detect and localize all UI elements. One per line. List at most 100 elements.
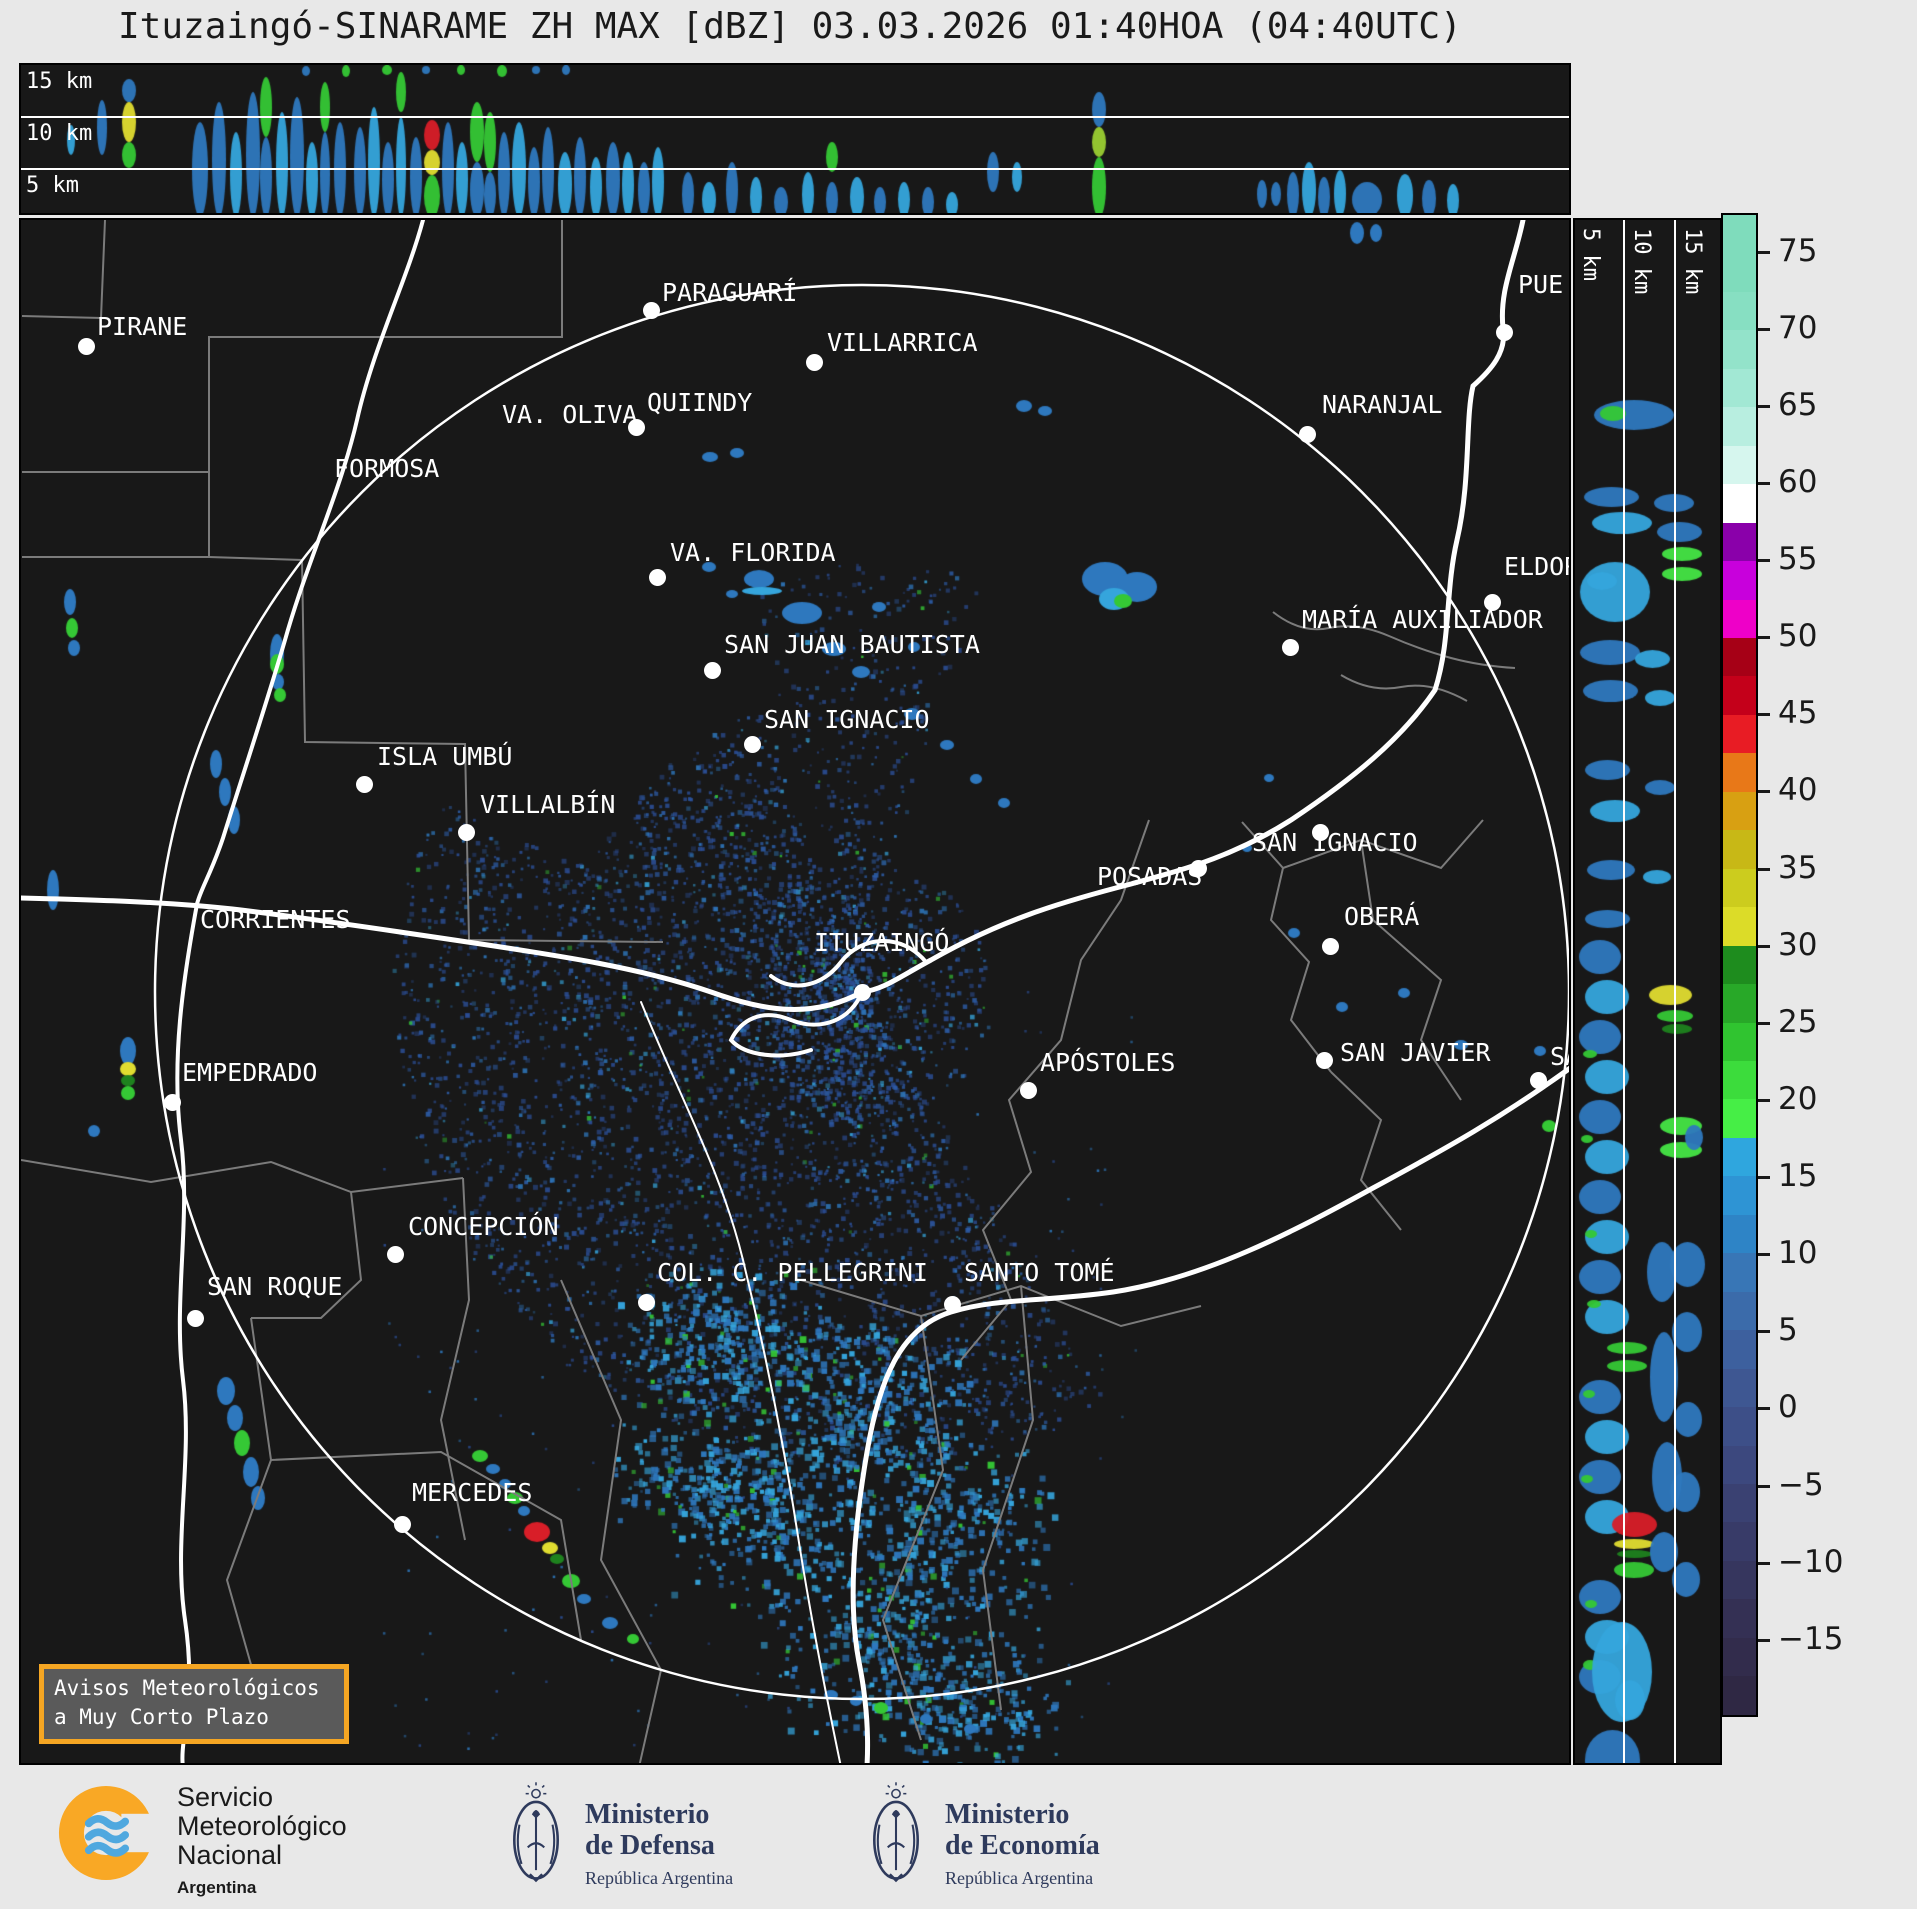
city-label: FORMOSA [334, 454, 440, 483]
city-label: NARANJAL [1322, 390, 1443, 419]
colorbar-tick [1758, 1021, 1770, 1025]
colorbar-band [1723, 1522, 1756, 1561]
colorbar-tick [1758, 1098, 1770, 1102]
smn-wordmark: Servicio Meteorológico Nacional Argentin… [177, 1783, 347, 1902]
colorbar-band [1723, 1445, 1756, 1484]
city-label: SAN IGNACIO [764, 705, 930, 734]
right-cross-section-echoes [1575, 220, 1720, 1763]
colorbar-tick-label: 20 [1778, 1080, 1818, 1117]
colorbar-band [1723, 1060, 1756, 1100]
colorbar-tick-label: 55 [1778, 541, 1818, 578]
city-label: QUIINDY [647, 388, 753, 417]
river [195, 220, 425, 906]
colorbar-band [1723, 945, 1756, 985]
city-label: SAN ROQUE [207, 1272, 343, 1301]
colorbar-tick [1758, 559, 1770, 563]
warning-badge[interactable]: Avisos Meteorológicos a Muy Corto Plazo [39, 1664, 349, 1744]
city-dot [187, 1310, 204, 1327]
dbz-colorbar [1721, 213, 1758, 1717]
city-label: APÓSTOLES [1040, 1048, 1176, 1077]
colorbar-tick-label: 45 [1778, 695, 1818, 732]
economia-line2: de Economía [945, 1830, 1100, 1861]
colorbar-band [1723, 407, 1756, 446]
admin-border [1330, 1071, 1402, 1231]
economia-wordmark: Ministerio de Economía República Argenti… [945, 1799, 1100, 1894]
right-cross-section-panel: 5 km 10 km 15 km [1573, 218, 1722, 1765]
colorbar-tick-label: 75 [1778, 232, 1818, 269]
colorbar-tick-label: 50 [1778, 618, 1818, 655]
warning-line-1: Avisos Meteorológicos [54, 1676, 320, 1700]
colorbar-tick [1758, 404, 1770, 408]
smn-logo [58, 1785, 154, 1881]
city-dot [628, 419, 645, 436]
colorbar-tick [1758, 790, 1770, 794]
colorbar-band [1723, 1676, 1756, 1715]
city-label: ITUZAINGÓ [814, 928, 950, 957]
city-label: PUE [1518, 270, 1564, 299]
city-dot [164, 1094, 181, 1111]
admin-border [1360, 839, 1462, 1101]
city-dot [1020, 1082, 1037, 1099]
colorbar-band [1723, 1176, 1756, 1215]
colorbar-tick [1758, 1253, 1770, 1257]
colorbar-band [1723, 1137, 1756, 1177]
city-label: MARÍA AUXILIADOR [1302, 605, 1543, 634]
city-dot [649, 569, 666, 586]
river [859, 220, 1526, 995]
colorbar-tick-label: 10 [1778, 1235, 1818, 1272]
colorbar-band [1723, 561, 1756, 600]
colorbar-tick [1758, 327, 1770, 331]
city-dot [1496, 324, 1513, 341]
city-label: MERCEDES [412, 1478, 533, 1507]
colorbar-tick-label: 65 [1778, 386, 1818, 423]
city-label: VA. OLIVA [502, 400, 638, 429]
economia-line3: República Argentina [945, 1868, 1094, 1888]
river [850, 1065, 1569, 1763]
height-label: 5 km [1578, 228, 1603, 281]
colorbar-band [1723, 253, 1756, 292]
admin-border [1272, 611, 1516, 669]
colorbar-band [1723, 522, 1756, 562]
city-label: POSADAS [1097, 862, 1203, 891]
defensa-wordmark: Ministerio de Defensa República Argentin… [585, 1799, 733, 1894]
radar-echo-layer [21, 220, 1569, 1763]
city-dot [387, 1246, 404, 1263]
admin-border [22, 220, 563, 558]
radar-map-panel: PIRANE PARAGUARÍ VILLARRICA QUIINDY VA. OLIV… [19, 218, 1571, 1765]
height-gridline [21, 168, 1569, 170]
city-label: VILLARRICA [827, 328, 978, 357]
height-gridline [21, 116, 1569, 118]
city-dot [1530, 1072, 1547, 1089]
smn-line2: Meteorológico [177, 1811, 347, 1841]
colorbar-tick-label: 0 [1778, 1389, 1798, 1426]
colorbar-tick-label: −15 [1778, 1620, 1844, 1657]
colorbar-tick-label: 25 [1778, 1003, 1818, 1040]
page-title: Ituzaingó-SINARAME ZH MAX [dBZ] 03.03.20… [118, 6, 1462, 47]
city-label: PIRANE [97, 312, 188, 341]
admin-border [21, 220, 106, 320]
colorbar-tick [1758, 250, 1770, 254]
colorbar-band [1723, 1407, 1756, 1446]
colorbar-band [1723, 1022, 1756, 1061]
colorbar-band [1723, 1291, 1756, 1331]
city-label: VA. FLORIDA [670, 538, 836, 567]
city-dot [1282, 639, 1299, 656]
colorbar-tick [1758, 636, 1770, 640]
colorbar-tick-label: 30 [1778, 926, 1818, 963]
smn-line4: Argentina [177, 1878, 257, 1897]
colorbar-band [1723, 907, 1756, 946]
colorbar-tick [1758, 1484, 1770, 1488]
colorbar-band [1723, 215, 1756, 254]
height-gridline [1623, 220, 1625, 1763]
height-label: 5 km [26, 173, 79, 198]
colorbar-band [1723, 330, 1756, 369]
colorbar-band [1723, 1483, 1756, 1523]
colorbar-band [1723, 637, 1756, 677]
city-label: EMPEDRADO [182, 1058, 318, 1087]
city-label: SAN IGNACIO [1252, 828, 1418, 857]
city-dot [1190, 860, 1207, 877]
admin-border [981, 1285, 1035, 1711]
city-label: COL. C. PELLEGRINI [657, 1258, 928, 1287]
height-label: 15 km [1680, 228, 1705, 295]
